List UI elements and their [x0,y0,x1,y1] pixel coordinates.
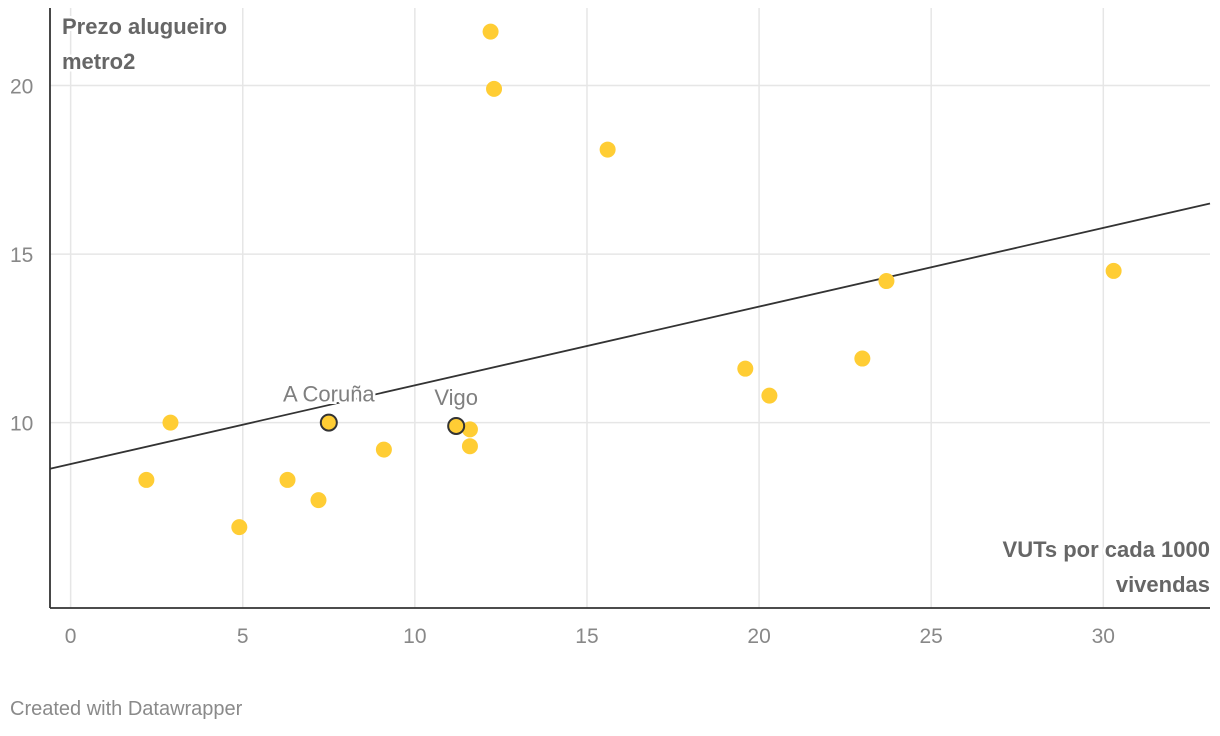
x-axis-title: VUTs por cada 1000 vivendas [1003,537,1210,597]
data-point [162,414,179,431]
data-point [461,421,478,438]
axis-layer: 0 5 10 15 20 25 30 10 15 20 [10,8,1210,648]
data-point [737,360,754,377]
point-label: A Coruña [283,382,375,407]
y-axis-title-line: Prezo alugueiro [62,14,227,39]
data-point [375,441,392,458]
x-tick-label: 20 [747,625,770,648]
data-point [461,438,478,455]
trend-line [49,202,1211,470]
data-point [482,23,499,40]
data-point [486,80,503,97]
data-point [138,471,155,488]
data-point [231,519,248,536]
points-layer [138,23,1122,536]
x-axis-title-line: VUTs por cada 1000 [1003,537,1210,562]
highlighted-point [447,416,466,435]
x-tick-label: 10 [403,625,426,648]
scatter-chart: 0 5 10 15 20 25 30 10 15 20 A Coruña Vigo Prezo al… [10,8,1213,648]
x-tick-label: 15 [575,625,598,648]
data-point [854,350,871,367]
data-point [279,471,296,488]
trend-layer [49,202,1211,470]
x-tick-label: 25 [920,625,943,648]
x-tick-label: 0 [65,625,77,648]
data-point [310,492,327,509]
labels-layer: A Coruña Vigo [280,379,480,412]
axis-titles: Prezo alugueiro metro2 VUTs por cada 1000 v… [60,12,1213,600]
footer-credit[interactable]: Created with Datawrapper [10,698,243,720]
data-point [599,141,616,158]
data-point [1105,262,1122,279]
point-label: Vigo [434,385,478,410]
y-tick-label: 20 [10,76,33,99]
y-axis-title-line: metro2 [62,49,135,74]
y-axis-title: Prezo alugueiro metro2 [62,14,227,74]
y-tick-label: 15 [10,244,33,267]
data-point [878,273,895,290]
y-tick-label: 10 [10,413,33,436]
grid-layer [50,8,1210,608]
x-tick-label: 5 [237,625,249,648]
x-tick-label: 30 [1092,625,1115,648]
x-axis-title-line: vivendas [1116,572,1210,597]
highlighted-point [319,413,338,432]
data-point [761,387,778,404]
